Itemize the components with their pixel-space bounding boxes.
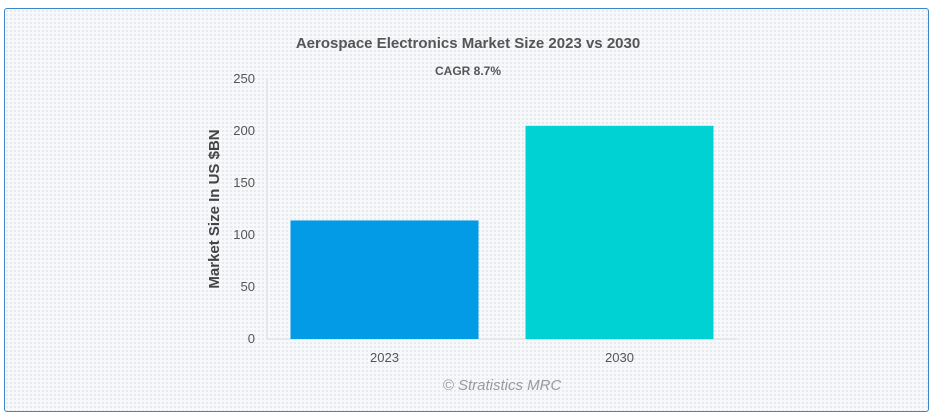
bar-2023: [290, 220, 479, 339]
y-tick-label: 0: [248, 331, 255, 346]
chart-title: Aerospace Electronics Market Size 2023 v…: [296, 35, 640, 52]
y-tick-label: 200: [233, 123, 255, 138]
chart-container: [4, 8, 929, 412]
y-tick-label: 100: [233, 227, 255, 242]
x-tick-label: 2023: [370, 350, 399, 365]
y-tick-label: 250: [233, 71, 255, 86]
bar-2030: [525, 125, 714, 339]
y-tick-label: 50: [241, 279, 255, 294]
credit-text: © Stratistics MRC: [443, 377, 562, 394]
y-tick-labels: 0 50 100 150 200 250: [233, 71, 255, 346]
y-axis-label: Market Size In US $BN: [206, 129, 223, 288]
x-tick-labels: 2023 2030: [370, 350, 634, 365]
bars: [290, 125, 714, 339]
x-tick-label: 2030: [605, 350, 634, 365]
chart-subtitle: CAGR 8.7%: [435, 64, 501, 78]
y-tick-label: 150: [233, 175, 255, 190]
